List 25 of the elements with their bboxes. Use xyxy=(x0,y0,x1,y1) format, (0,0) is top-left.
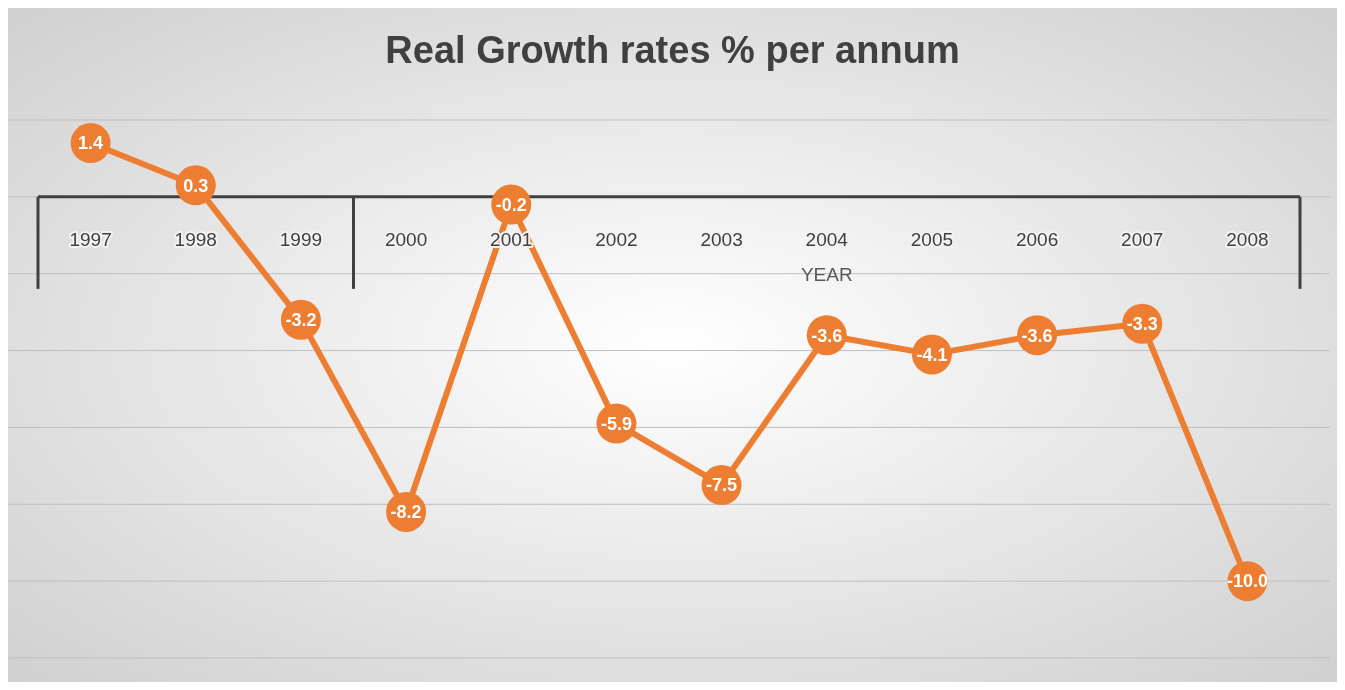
data-label: -3.2 xyxy=(285,310,317,331)
x-tick-label: 2005 xyxy=(910,228,954,250)
x-tick-label: 2003 xyxy=(700,228,743,250)
x-axis-title: YEAR xyxy=(800,263,853,285)
x-tick-label: 2004 xyxy=(805,228,849,250)
data-label: -3.6 xyxy=(811,325,843,346)
x-tick-label: 1998 xyxy=(174,228,217,250)
x-tick-label: 2006 xyxy=(1015,228,1059,250)
data-label: -4.1 xyxy=(916,344,948,365)
x-tick-label: 2008 xyxy=(1226,228,1269,250)
data-label: -3.6 xyxy=(1021,325,1053,346)
data-label: -7.5 xyxy=(706,475,738,496)
data-label: -10.0 xyxy=(1226,571,1268,592)
x-tick-label: 1997 xyxy=(69,228,112,250)
x-tick-label: 2000 xyxy=(384,228,428,250)
x-tick-label: 2007 xyxy=(1121,228,1164,250)
data-label: -8.2 xyxy=(390,502,422,523)
data-label: 0.3 xyxy=(183,175,209,196)
x-tick-label: 2002 xyxy=(595,228,638,250)
data-label: -5.9 xyxy=(600,413,632,434)
data-label: -0.2 xyxy=(495,194,527,215)
data-label: -3.3 xyxy=(1126,313,1158,334)
data-label: 1.4 xyxy=(78,133,104,154)
x-tick-label: 1999 xyxy=(279,228,323,250)
chart-title: Real Growth rates % per annum xyxy=(385,29,960,71)
